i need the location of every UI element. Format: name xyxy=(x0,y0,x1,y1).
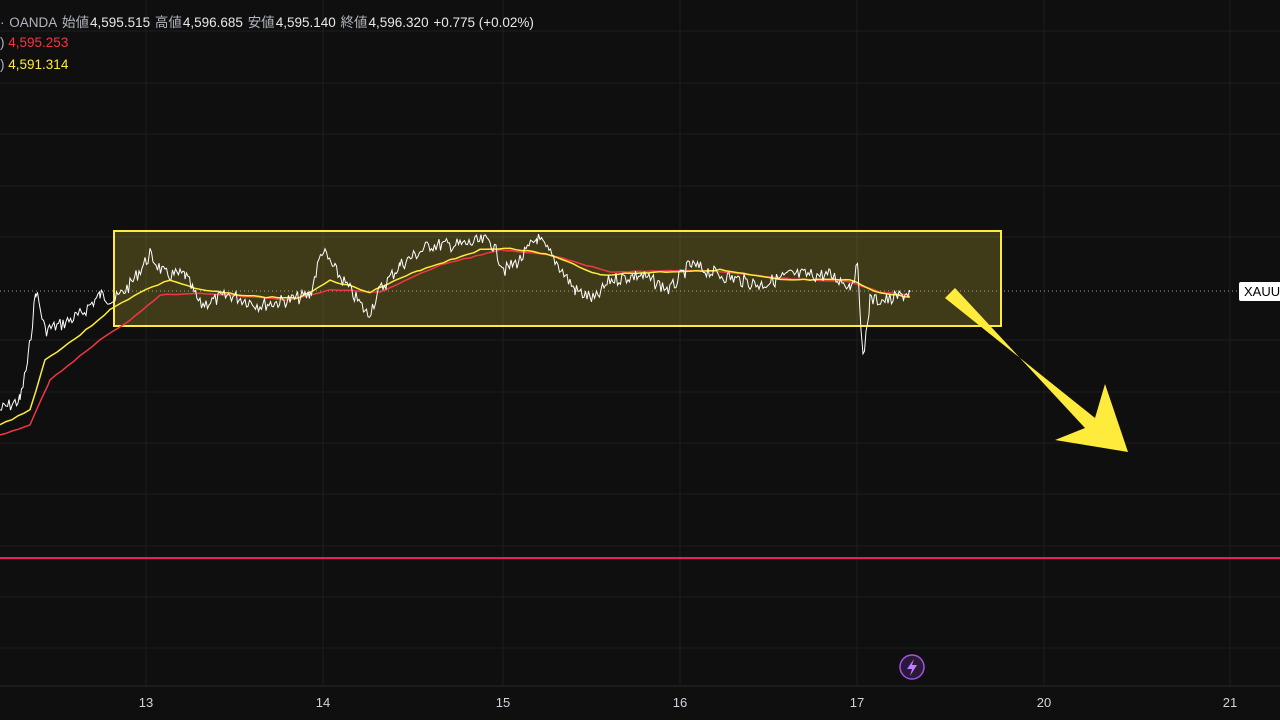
high: 4,596.685 xyxy=(182,15,243,30)
ohlc-header: · OANDA 始値4,595.515 高値4,596.685 安値4,595.… xyxy=(0,15,534,30)
flash-glyph xyxy=(907,659,917,676)
legend-value: 4,595.253 xyxy=(8,35,69,50)
x-label: 13 xyxy=(138,695,154,710)
legend-suffix: ) xyxy=(0,35,5,50)
low-label: 安値 xyxy=(247,15,275,30)
arrow xyxy=(945,288,1128,452)
legend-value: 4,591.314 xyxy=(8,57,69,72)
open-label: 始値 xyxy=(62,15,90,30)
x-label: 14 xyxy=(315,695,331,710)
x-label: 16 xyxy=(672,695,688,710)
price-tag: XAUU xyxy=(1239,282,1280,301)
high-label: 高値 xyxy=(154,15,182,30)
source: OANDA xyxy=(9,15,58,30)
close-label: 終値 xyxy=(340,15,368,30)
x-label: 20 xyxy=(1036,695,1052,710)
moving-average-yellow xyxy=(0,247,911,426)
x-label: 17 xyxy=(849,695,865,710)
low: 4,595.140 xyxy=(275,15,336,30)
open: 4,595.515 xyxy=(90,15,151,30)
range-box xyxy=(113,230,1002,327)
price-series xyxy=(0,233,911,411)
close: 4,596.320 xyxy=(368,15,429,30)
legend-red: ) 4,595.253 xyxy=(0,35,68,50)
legend-suffix: ) xyxy=(0,57,5,72)
legend-yellow: ) 4,591.314 xyxy=(0,57,68,72)
grid xyxy=(0,0,1280,686)
change: +0.775 (+0.02%) xyxy=(433,15,534,30)
x-label: 15 xyxy=(495,695,511,710)
x-label: 21 xyxy=(1222,695,1238,710)
